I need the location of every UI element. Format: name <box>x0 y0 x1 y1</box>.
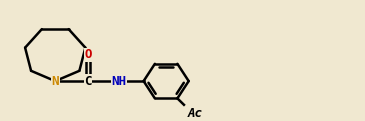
Text: NH: NH <box>111 75 126 88</box>
Text: O: O <box>84 48 92 61</box>
Text: Ac: Ac <box>188 107 203 120</box>
Text: N: N <box>51 75 59 88</box>
Text: C: C <box>84 75 92 88</box>
